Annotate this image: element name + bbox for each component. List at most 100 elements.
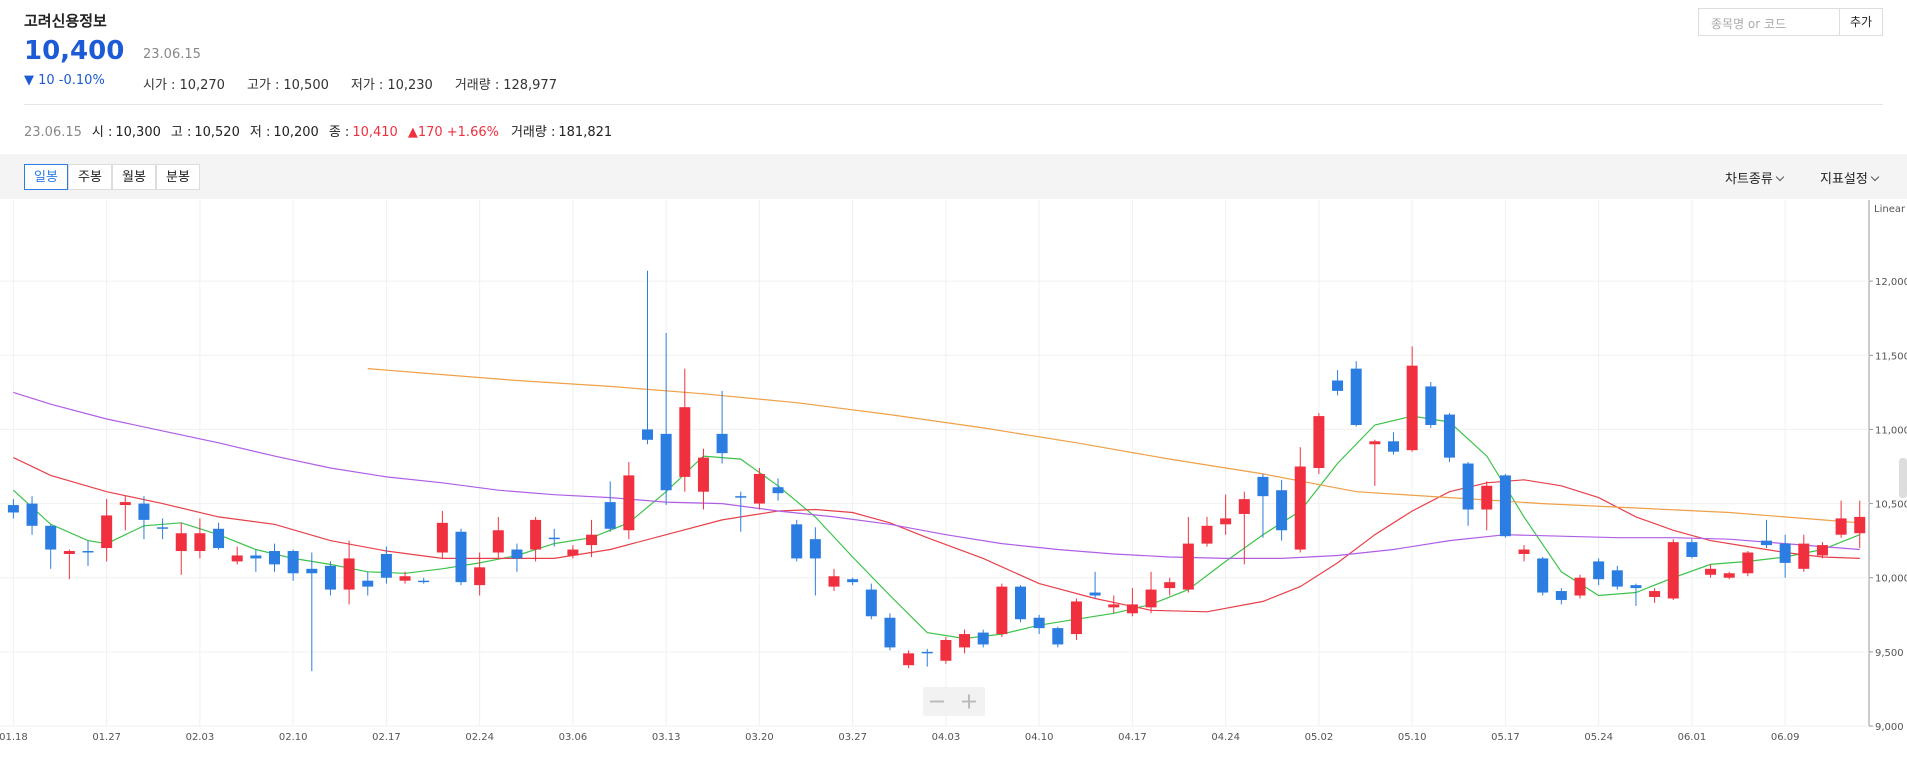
moving-average <box>13 457 1860 613</box>
candle-body <box>1220 518 1232 525</box>
candle-body <box>1015 586 1026 620</box>
candle-body <box>1257 476 1269 497</box>
candle-body <box>1425 386 1437 425</box>
candle-body <box>287 551 299 574</box>
candle-body <box>1630 585 1642 589</box>
candle-body <box>586 534 598 546</box>
candle-body <box>660 433 672 491</box>
candle-body <box>511 549 523 559</box>
stat-label: 시가 : <box>143 78 176 93</box>
candle-body <box>1070 601 1082 635</box>
tab[interactable]: 일봉 <box>24 164 68 190</box>
price-date: 23.06.15 <box>143 47 201 62</box>
candle-body <box>1835 518 1847 535</box>
candle-body <box>1742 552 1754 574</box>
candle-body <box>1406 365 1418 451</box>
chart: Linear 01.18 01.27 02.03 02.10 02.17 02.24 03.… <box>0 200 1907 743</box>
candle-body <box>119 502 131 506</box>
x-tick-label: 05.02 <box>1305 732 1334 743</box>
candle-body <box>716 433 728 454</box>
candle-body <box>362 580 374 587</box>
candle-body <box>1294 466 1306 550</box>
candle-body <box>604 502 616 529</box>
tab[interactable]: 분봉 <box>156 164 200 190</box>
candle-body <box>623 475 635 531</box>
candle-body <box>1126 604 1138 614</box>
candle-body <box>324 565 336 590</box>
candle-body <box>1593 561 1605 580</box>
price: 10,400 <box>24 36 125 66</box>
info-label: 종 : <box>328 125 350 140</box>
x-tick-label: 04.10 <box>1025 732 1054 743</box>
candle-body <box>1705 568 1717 575</box>
candle-body <box>63 551 75 554</box>
candle-body <box>1388 441 1399 452</box>
stat-label: 저가 : <box>350 78 384 93</box>
candle-body <box>884 617 896 648</box>
info-label: 저 : <box>249 125 271 140</box>
x-tick-label: 05.10 <box>1398 732 1427 743</box>
side-handle[interactable] <box>1899 458 1907 498</box>
candle-body <box>101 515 113 549</box>
candle-body <box>1779 543 1791 563</box>
tab[interactable]: 주봉 <box>68 164 112 190</box>
stat-value: 10,270 <box>179 78 225 93</box>
candle-body <box>436 522 448 553</box>
stat-value: 128,977 <box>503 78 557 93</box>
x-tick-label: 01.27 <box>92 732 121 743</box>
indicator-menu[interactable]: 지표설정 <box>1820 168 1878 187</box>
x-tick-label: 02.17 <box>372 732 401 743</box>
x-tick-label: 06.09 <box>1771 732 1800 743</box>
candle-body <box>399 576 411 581</box>
candle-body <box>157 527 169 529</box>
x-tick-label: 01.18 <box>0 732 28 743</box>
candle-body <box>847 579 859 583</box>
tab[interactable]: 월봉 <box>112 164 156 190</box>
scale-label: Linear <box>1874 204 1906 215</box>
candle-body <box>735 496 747 498</box>
info-value: 10,410 <box>352 125 398 140</box>
info-value: 181,821 <box>558 125 613 140</box>
y-tick-label: 10,000 <box>1875 574 1907 585</box>
candle-body <box>1481 485 1493 510</box>
zoom-bg <box>923 687 985 716</box>
y-tick-label: 10,500 <box>1875 500 1907 511</box>
candle-body <box>1574 577 1586 596</box>
x-tick-label: 02.24 <box>465 732 494 743</box>
candle-body <box>1537 558 1549 593</box>
candle-body <box>1033 617 1045 629</box>
candle-body <box>380 553 392 578</box>
search-box[interactable]: 종목명 or 코드 <box>1698 8 1840 36</box>
stat-label: 거래량 : <box>454 78 500 93</box>
chart-type-menu[interactable]: 차트종류 <box>1725 168 1783 187</box>
candle-body <box>697 457 709 492</box>
y-tick-label: 9,000 <box>1875 722 1904 733</box>
moving-average <box>367 368 1860 524</box>
candle-body <box>753 473 765 504</box>
candle-body <box>26 503 38 526</box>
x-tick-label: 03.13 <box>652 732 681 743</box>
stat: 저가 :10,230 <box>351 78 433 93</box>
info-value: 10,520 <box>194 125 240 140</box>
candle-body <box>921 651 933 654</box>
candle-body <box>567 549 579 556</box>
candle-body <box>530 519 542 550</box>
candle-body <box>772 487 784 494</box>
candle-body <box>138 503 150 520</box>
candle-body <box>865 589 877 617</box>
candle-body <box>82 551 94 553</box>
x-tick-label: 05.17 <box>1491 732 1520 743</box>
moving-average <box>12 415 1861 640</box>
candle-body <box>231 555 243 562</box>
add-button[interactable]: 추가 <box>1839 8 1883 36</box>
zoom-control[interactable] <box>923 687 985 716</box>
candle-body <box>1108 604 1120 608</box>
toolbar <box>0 154 1907 199</box>
x-tick-label: 02.03 <box>186 732 215 743</box>
y-tick-label: 12,000 <box>1875 277 1907 288</box>
candle-body <box>1667 542 1679 599</box>
candle-body <box>1276 490 1288 531</box>
x-tick-label: 05.24 <box>1584 732 1613 743</box>
search-placeholder: 종목명 or 코드 <box>1711 17 1787 31</box>
